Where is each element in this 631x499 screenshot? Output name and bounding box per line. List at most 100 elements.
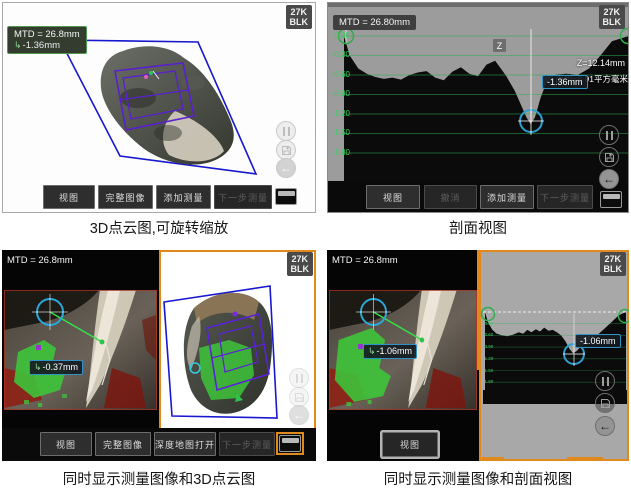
floppy-icon (600, 398, 610, 408)
bounding-plane-outline (58, 39, 258, 175)
caption-point-cloud: 3D点云图,可旋转缩放 (89, 221, 229, 237)
depth-tag: ↳-1.06mm (363, 344, 418, 359)
screen-layout-toggle[interactable] (275, 188, 297, 205)
y-tick: -0.30 (331, 50, 350, 59)
measurement-line (49, 311, 103, 343)
point-cursor[interactable] (189, 362, 201, 374)
y-tick: -1.50 (483, 368, 494, 373)
z-length-annotation: Z=12.14mm (576, 58, 625, 68)
pause-button[interactable] (276, 121, 296, 141)
measurement-region-outline[interactable] (206, 312, 270, 392)
video-format-badge: 27K BLK (285, 5, 312, 29)
caption-split-profile: 同时显示测量图像和剖面视图 (383, 472, 573, 488)
screen-layout-toggle[interactable] (279, 435, 301, 452)
point-cloud-scene[interactable] (159, 250, 316, 461)
back-arrow-icon: ← (293, 408, 305, 422)
panel-split-image-pointcloud: MTD = 26.8mm ↳-0.37mm 27K BLK ← 视图 完整图像 深… (2, 250, 316, 461)
y-tick: -0.30 (483, 321, 494, 326)
area-annotation: 面积=6.91平方毫米 (555, 74, 628, 84)
toolbar: 视图 (327, 428, 479, 461)
y-tick: -1.80 (331, 148, 350, 157)
measurement-endpoint[interactable] (419, 337, 425, 343)
measurement-inner-outline (122, 70, 184, 120)
depth-assist-icon: ↳ (368, 346, 376, 356)
panel-split-image-profile: MTD = 26.8mm ↳-1.06mm -0.30 -0.60 -0.90 … (327, 250, 629, 461)
y-tick: -1.80 (483, 379, 494, 384)
back-button[interactable]: ← (599, 169, 619, 189)
selected-point-marker[interactable] (36, 345, 41, 350)
floppy-icon (294, 392, 304, 402)
toolbar: 视图 撤消 添加测量 下一步测量 (328, 181, 628, 212)
save-button[interactable] (276, 140, 296, 160)
profile-silhouette (344, 36, 628, 181)
add-measurement-button[interactable]: 添加测量 (480, 185, 534, 209)
back-button[interactable]: ← (595, 416, 615, 436)
profile-silhouette (485, 312, 626, 402)
full-image-button[interactable]: 完整图像 (98, 185, 153, 209)
profile-chart[interactable] (328, 3, 629, 213)
save-button[interactable] (595, 393, 615, 413)
y-tick: -0.90 (483, 344, 494, 349)
floppy-icon (281, 145, 291, 155)
orange-accent (482, 457, 504, 460)
video-format-badge: 27K BLK (599, 252, 626, 276)
profile-end-marker[interactable] (619, 27, 630, 45)
add-measurement-button[interactable]: 添加测量 (156, 185, 211, 209)
back-arrow-icon: ← (603, 172, 615, 186)
cursor-point-marker[interactable] (144, 75, 148, 79)
rock-top (194, 292, 259, 324)
mtd-measurement-label: MTD = 26.8mm (7, 255, 73, 266)
depth-map-region (199, 340, 254, 400)
y-tick: -0.90 (331, 89, 350, 98)
screen-layout-toggle[interactable] (600, 191, 622, 208)
measurement-image[interactable] (4, 290, 157, 410)
y-tick: -1.20 (483, 356, 494, 361)
save-button[interactable] (599, 147, 619, 167)
profile-start-marker[interactable] (480, 306, 496, 322)
toggle-highlight-ring (276, 432, 304, 455)
measurement-region-outline[interactable] (114, 62, 195, 131)
video-format-badge: 27K BLK (598, 5, 625, 29)
view-button[interactable]: 视图 (366, 185, 420, 209)
arrow-marker (235, 394, 243, 402)
back-arrow-icon: ← (280, 161, 292, 175)
pause-icon (282, 126, 290, 136)
selected-point-marker[interactable] (358, 344, 363, 349)
measurement-endpoint[interactable] (99, 339, 105, 345)
next-measurement-button: 下一步测量 (214, 185, 272, 209)
toolbar: 视图 完整图像 添加测量 下一步测量 (3, 181, 315, 212)
orange-accent (567, 457, 603, 460)
caption-profile-view: 剖面视图 (449, 221, 507, 237)
z-axis-marker: Z (493, 39, 506, 52)
profile-chart[interactable] (479, 250, 629, 461)
toolbar: 视图 完整图像 深度地图打开 下一步测量 (2, 428, 316, 461)
y-tick: -0.60 (331, 70, 350, 79)
profile-end-marker[interactable] (617, 308, 630, 324)
back-button[interactable]: ← (289, 405, 309, 425)
view-button[interactable]: 视图 (43, 185, 95, 209)
pause-button[interactable] (599, 125, 619, 145)
y-tick: -1.20 (331, 109, 350, 118)
y-tick: -0.60 (483, 332, 494, 337)
point-cloud-scene[interactable] (3, 3, 316, 213)
mtd-measurement-box: MTD = 26.8mm ↳-1.36mm (7, 26, 87, 54)
pause-icon (601, 376, 609, 386)
back-button[interactable]: ← (276, 158, 296, 178)
view-button[interactable]: 视图 (40, 432, 92, 456)
full-image-button[interactable]: 完整图像 (95, 432, 151, 456)
rock-crack (101, 307, 113, 386)
view-button[interactable]: 视图 (382, 432, 438, 457)
y-tick: -1.50 (331, 128, 350, 137)
red-region (104, 368, 146, 408)
save-button[interactable] (289, 387, 309, 407)
mtd-measurement-label: MTD = 26.8mm (332, 255, 398, 266)
pause-button[interactable] (595, 371, 615, 391)
caption-split-pointcloud: 同时显示测量图像和3D点云图 (62, 472, 256, 488)
gridlines (485, 323, 627, 383)
depth-tag: ↳-0.37mm (29, 360, 84, 375)
measurement-line (373, 311, 423, 341)
red-region (425, 368, 467, 408)
pause-button[interactable] (289, 368, 309, 388)
reference-point-marker[interactable] (149, 71, 153, 75)
depth-map-button[interactable]: 深度地图打开 (154, 432, 216, 456)
